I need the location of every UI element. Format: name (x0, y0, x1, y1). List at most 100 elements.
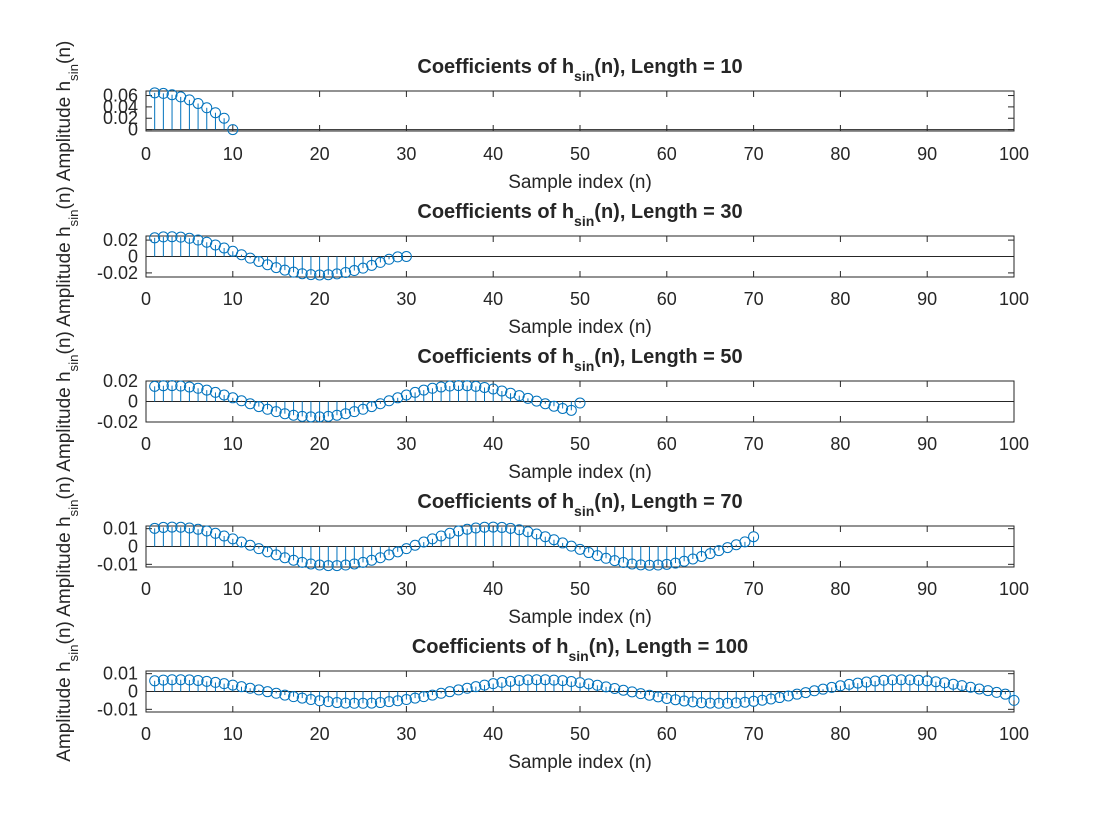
stem-marker (270, 687, 282, 699)
x-axis-label: Sample index (n) (508, 752, 652, 773)
stem-marker (418, 384, 430, 396)
x-tick-label: 80 (830, 724, 850, 744)
stem-marker (548, 674, 560, 686)
y-axis-label: Amplitude hsin(n) (54, 621, 81, 762)
stem-marker (166, 89, 178, 101)
x-tick-label: 100 (999, 144, 1029, 164)
stem-marker (852, 677, 864, 689)
x-tick-label: 30 (396, 289, 416, 309)
stem-marker (487, 383, 499, 395)
stem-marker (149, 675, 161, 687)
stem-marker (826, 681, 838, 693)
stem-marker (470, 380, 482, 392)
stem-marker (765, 693, 777, 705)
stem-marker (314, 695, 326, 707)
stem-marker (305, 558, 317, 570)
x-tick-label: 70 (744, 144, 764, 164)
stem-marker (392, 695, 404, 707)
stem-marker (609, 682, 621, 694)
stem-marker (374, 697, 386, 709)
stem-marker (643, 559, 655, 571)
stem-marker (539, 674, 551, 686)
stem-marker (878, 674, 890, 686)
stem-marker (296, 268, 308, 280)
stem-marker (400, 389, 412, 401)
stem-marker (175, 674, 187, 686)
stem-marker (322, 560, 334, 572)
stem-marker (669, 557, 681, 569)
stem-marker (279, 552, 291, 564)
stem-marker (652, 559, 664, 571)
stem-marker (626, 558, 638, 570)
stem-marker (470, 522, 482, 534)
x-tick-label: 90 (917, 724, 937, 744)
stem-marker (183, 381, 195, 393)
x-tick-label: 80 (830, 144, 850, 164)
x-tick-label: 10 (223, 579, 243, 599)
stem-marker (782, 690, 794, 702)
x-tick-label: 40 (483, 434, 503, 454)
x-tick-label: 90 (917, 434, 937, 454)
x-tick-label: 0 (141, 434, 151, 454)
stem-marker (600, 552, 612, 564)
stem-marker (860, 676, 872, 688)
stem-marker (748, 695, 760, 707)
x-tick-label: 100 (999, 289, 1029, 309)
stem-marker (149, 380, 161, 392)
y-tick-label: -0.02 (97, 412, 138, 432)
stem-marker (201, 525, 213, 537)
stem-marker (739, 536, 751, 548)
subplot-title: Coefficients of hsin(n), Length = 50 (417, 346, 742, 374)
x-tick-label: 10 (223, 434, 243, 454)
stem-marker (452, 684, 464, 696)
x-tick-label: 40 (483, 144, 503, 164)
x-tick-label: 70 (744, 724, 764, 744)
subplot-title: Coefficients of hsin(n), Length = 70 (417, 491, 742, 519)
stem-marker (409, 386, 421, 398)
x-tick-label: 40 (483, 724, 503, 744)
stem-marker (574, 397, 586, 409)
stem-marker (209, 386, 221, 398)
stem-marker (305, 411, 317, 423)
stem-marker (600, 681, 612, 693)
stem-marker (175, 231, 187, 243)
stem-marker (235, 681, 247, 693)
x-tick-label: 30 (396, 579, 416, 599)
stem-marker (366, 554, 378, 566)
stem-marker (192, 97, 204, 109)
stem-marker (461, 523, 473, 535)
x-tick-label: 70 (744, 434, 764, 454)
x-tick-label: 20 (310, 289, 330, 309)
stem-marker (201, 384, 213, 396)
stem-marker (244, 682, 256, 694)
stem-marker (157, 521, 169, 533)
stem-marker (739, 696, 751, 708)
stem-marker (913, 674, 925, 686)
stem-marker (183, 522, 195, 534)
x-tick-label: 0 (141, 289, 151, 309)
y-tick-label: 0 (128, 537, 138, 557)
x-tick-label: 60 (657, 724, 677, 744)
stem-marker (557, 675, 569, 687)
stem-marker (678, 695, 690, 707)
x-tick-label: 90 (917, 579, 937, 599)
stem-marker (218, 112, 230, 124)
stem-marker (583, 678, 595, 690)
stem-marker (227, 679, 239, 691)
x-tick-label: 90 (917, 144, 937, 164)
stem-marker (496, 676, 508, 688)
stem-marker (687, 553, 699, 565)
stem-marker (574, 677, 586, 689)
x-tick-label: 50 (570, 579, 590, 599)
stem-marker (921, 675, 933, 687)
stem-marker (930, 676, 942, 688)
y-tick-label: 0 (128, 682, 138, 702)
stem-marker (982, 685, 994, 697)
x-tick-label: 50 (570, 434, 590, 454)
stem-marker (973, 683, 985, 695)
stem-marker (418, 691, 430, 703)
stem-marker (340, 266, 352, 278)
stem-marker (218, 678, 230, 690)
stem-marker (999, 688, 1011, 700)
stem-marker (609, 555, 621, 567)
